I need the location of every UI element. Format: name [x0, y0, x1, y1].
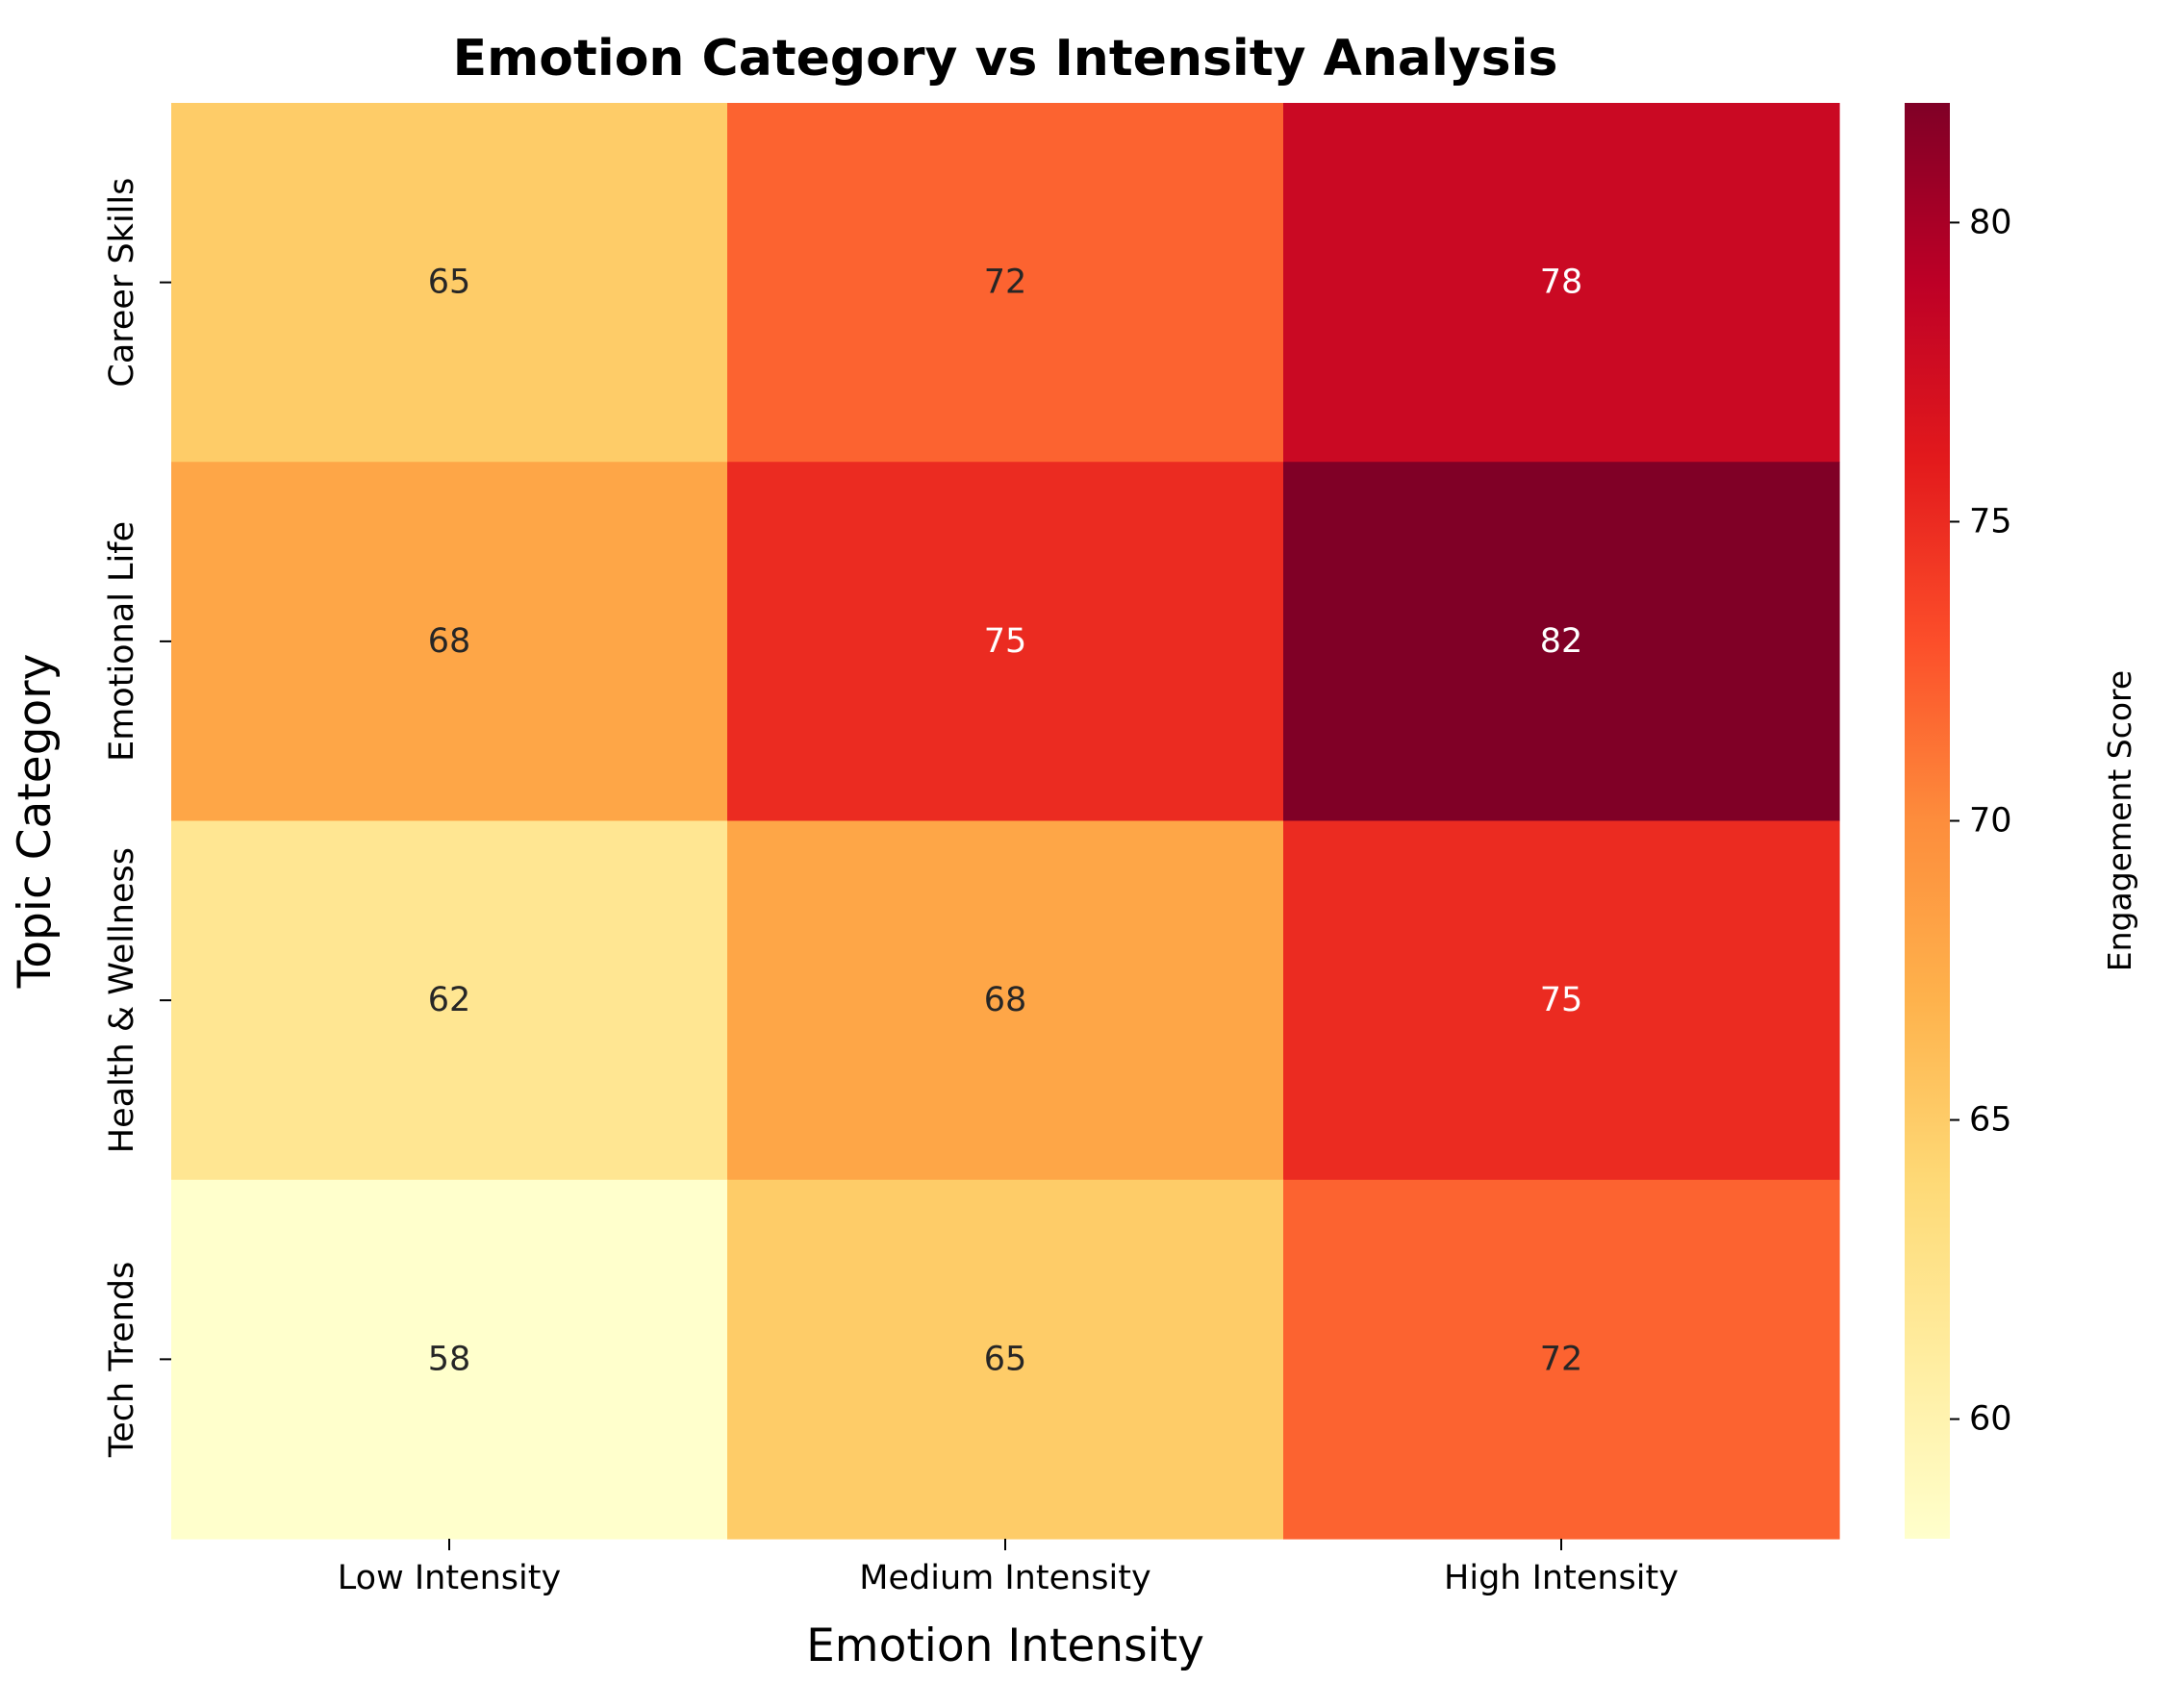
heatmap-cell [171, 103, 728, 463]
cell-value-label: 65 [428, 264, 471, 302]
cell-value-label: 58 [428, 1340, 471, 1378]
cell-value-label: 75 [984, 622, 1027, 661]
y-axis-label: Topic Category [9, 654, 62, 990]
x-tick-label: High Intensity [1444, 1559, 1679, 1597]
y-tick-label: Tech Trends [103, 1262, 141, 1459]
x-tick-label: Medium Intensity [859, 1559, 1150, 1597]
chart-title: Emotion Category vs Intensity Analysis [453, 30, 1558, 88]
heatmap-cell [171, 1179, 728, 1540]
colorbar: 60 65 70 75 80 [1905, 103, 2012, 1539]
colorbar-tick-label: 65 [1969, 1101, 2012, 1140]
cell-value-label: 62 [428, 981, 471, 1019]
heatmap-cells: 65 72 78 68 75 82 62 68 75 58 65 72 [171, 103, 1840, 1540]
heatmap-cell [171, 462, 728, 822]
cell-value-label: 82 [1540, 622, 1583, 661]
heatmap-cell [1283, 462, 1840, 822]
cell-value-label: 78 [1540, 264, 1583, 302]
y-axis: Career Skills Emotional Life Health & Well… [103, 178, 171, 1459]
y-tick-label: Health & Wellness [103, 847, 141, 1153]
x-tick-label: Low Intensity [338, 1559, 561, 1597]
heatmap-cell [1283, 1179, 1840, 1540]
colorbar-tick-label: 70 [1969, 802, 2012, 841]
colorbar-tick-label: 80 [1969, 203, 2012, 241]
x-axis: Low Intensity Medium Intensity High Intens… [338, 1539, 1679, 1597]
cell-value-label: 72 [984, 264, 1027, 302]
heatmap-cell [727, 820, 1284, 1181]
heatmap-cell [1283, 820, 1840, 1181]
cell-value-label: 65 [984, 1340, 1027, 1378]
colorbar-label: Engagement Score [2101, 670, 2138, 971]
heatmap-cell [727, 462, 1284, 822]
x-axis-label: Emotion Intensity [806, 1620, 1204, 1672]
cell-value-label: 75 [1540, 981, 1583, 1019]
heatmap-cell [727, 1179, 1284, 1540]
cell-value-label: 68 [984, 981, 1027, 1019]
colorbar-tick-label: 75 [1969, 502, 2012, 540]
y-tick-label: Emotional Life [103, 521, 141, 762]
colorbar-gradient [1905, 103, 1950, 1539]
cell-value-label: 72 [1540, 1340, 1583, 1378]
heatmap-cell [1283, 103, 1840, 463]
y-tick-label: Career Skills [103, 178, 141, 388]
heatmap-cell [171, 820, 728, 1181]
heatmap-cell [727, 103, 1284, 463]
cell-value-label: 68 [428, 622, 471, 661]
colorbar-tick-label: 60 [1969, 1400, 2012, 1439]
